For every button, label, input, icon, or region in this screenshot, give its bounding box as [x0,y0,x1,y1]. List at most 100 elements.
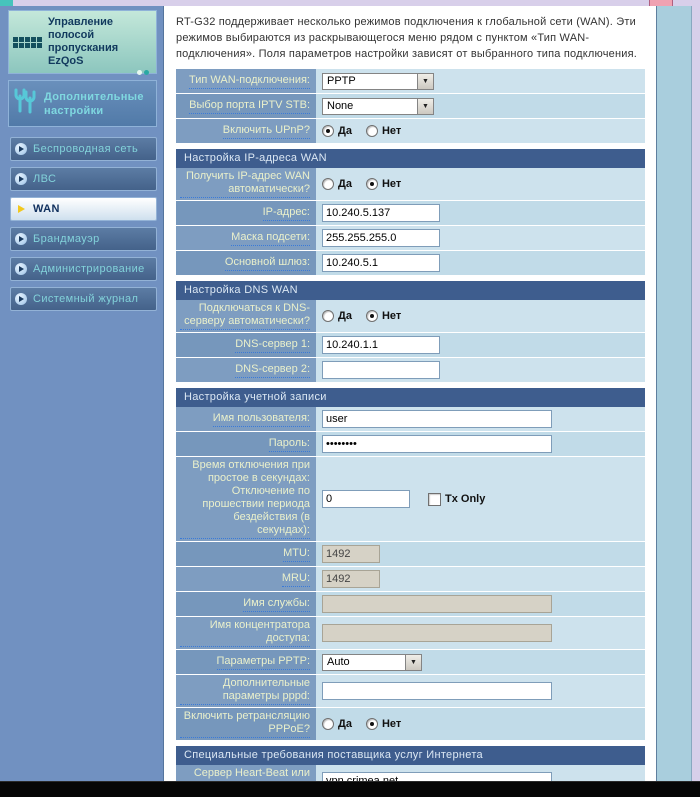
wan-ip-auto-label: Получить IP-адрес WAN автоматически? [180,170,310,198]
sidebar-item-label: ЛВС [33,173,57,185]
dns-auto-label-cell: Подключаться к DNS-серверу автоматически… [176,300,316,332]
idle-disconnect-time-input[interactable] [322,490,410,508]
pptp-options-value-cell: Auto ▼ [316,650,645,674]
wan-connection-type-row: Тип WAN-подключения: PPTP ▼ [176,69,645,94]
pptp-options-label: Параметры PPTP: [216,655,310,670]
ip-address-input[interactable] [322,204,440,222]
tools-icon [13,87,37,120]
iptv-stb-port-select[interactable]: None ▼ [322,97,434,115]
radio-icon [365,125,378,137]
service-name-row: Имя службы: [176,592,645,617]
radio-icon [365,310,378,322]
pppoe-relay-radio-нет[interactable]: Нет [365,718,401,730]
dns-auto-row: Подключаться к DNS-серверу автоматически… [176,300,645,333]
mru-label-cell: MRU: [176,567,316,591]
top-pink-fragment [649,0,673,6]
arrow-triangle [18,205,25,213]
arrow-triangle [19,146,24,152]
username-row: Имя пользователя: [176,407,645,432]
dns-server-2-input[interactable] [322,361,440,379]
idle-disconnect-time-checkbox[interactable] [428,492,441,506]
dns-server-1-input[interactable] [322,336,440,354]
iptv-stb-port-label-cell: Выбор порта IPTV STB: [176,94,316,118]
radio-icon [322,310,334,322]
wan-ip-auto-label-cell: Получить IP-адрес WAN автоматически? [176,168,316,200]
username-label: Имя пользователя: [212,412,310,427]
pppd-options-label: Дополнительные параметры pppd: [180,677,310,705]
ip-address-row: IP-адрес: [176,201,645,226]
arrow-triangle [19,266,24,272]
service-name-input [322,595,552,613]
password-label-cell: Пароль: [176,432,316,456]
sidebar-menu: Беспроводная сеть ЛВС WAN Брандмауэр Админис… [10,137,157,311]
subnet-mask-label: Маска подсети: [231,231,310,246]
enable-upnp-row: Включить UPnP? Да Нет [176,119,645,144]
dns-auto-radio-нет[interactable]: Нет [365,310,402,322]
section-title: Настройка DNS WAN [176,281,645,300]
sidebar-item-ezqos[interactable]: Управление полосой пропускания EzQoS [8,10,157,74]
arrow-triangle [19,296,24,302]
sidebar-item-system-log[interactable]: Системный журнал [10,287,157,311]
intro-text: RT-G32 поддерживает несколько режимов по… [176,16,637,60]
pppoe-relay-value-cell: Да Нет [316,708,645,740]
sidebar-item-firewall[interactable]: Брандмауэр [10,227,157,251]
mtu-value-cell [316,542,645,566]
dns-server-1-label-cell: DNS-сервер 1: [176,333,316,357]
sidebar-item-wireless[interactable]: Беспроводная сеть [10,137,157,161]
password-row: Пароль: [176,432,645,457]
dropdown-arrow-icon: ▼ [417,73,433,89]
enable-upnp-radio-нет[interactable]: Нет [365,125,401,137]
arrow-triangle [19,236,24,242]
ip-address-label-cell: IP-адрес: [176,201,316,225]
mru-label: MRU: [281,572,310,587]
form-section-3: Настройка учетной записи Имя пользователя… [176,388,645,741]
enable-upnp-label: Включить UPnP? [222,124,310,139]
wan-ip-auto-row: Получить IP-адрес WAN автоматически? Да Не… [176,168,645,201]
radio-option-label: Да [338,178,352,190]
form-section-1: Настройка IP-адреса WAN Получить IP-адрес… [176,149,645,276]
pppd-options-label-cell: Дополнительные параметры pppd: [176,675,316,707]
sidebar-item-administration[interactable]: Администрирование [10,257,157,281]
default-gateway-value-cell [316,251,645,275]
dns-auto-radio-да[interactable]: Да [322,310,352,322]
right-background-band [656,6,692,797]
wan-connection-type-select[interactable]: PPTP ▼ [322,72,434,90]
default-gateway-input[interactable] [322,254,440,272]
arrow-triangle [19,176,24,182]
section-title: Настройка IP-адреса WAN [176,149,645,168]
bottom-black-bar [0,781,700,797]
radio-option-label: Да [338,718,352,730]
mtu-row: MTU: [176,542,645,567]
radio-icon [365,178,378,190]
dns-server-1-row: DNS-сервер 1: [176,333,645,358]
mru-value-cell [316,567,645,591]
sidebar-item-wan[interactable]: WAN [10,197,157,221]
username-input[interactable] [322,410,552,428]
enable-upnp-radio-да[interactable]: Да [322,125,352,137]
access-concentrator-input [322,624,552,642]
arrow-bullet-icon [15,203,27,215]
sidebar-item-lan[interactable]: ЛВС [10,167,157,191]
iptv-stb-port-selected-value: None [327,100,354,112]
wan-ip-auto-radio-нет[interactable]: Нет [365,178,401,190]
dns-server-2-value-cell [316,358,645,382]
enable-upnp-label-cell: Включить UPnP? [176,119,316,143]
sidebar-item-advanced-settings[interactable]: Дополнительные настройки [8,80,157,127]
pppoe-relay-radio-да[interactable]: Да [322,718,352,730]
password-input[interactable] [322,435,552,453]
advanced-settings-label: Дополнительные настройки [44,90,144,117]
arrow-bullet-icon [15,173,27,185]
wan-ip-auto-radio-да[interactable]: Да [322,178,352,190]
dns-server-2-label-cell: DNS-сервер 2: [176,358,316,382]
radio-option-label: Нет [381,310,402,322]
top-teal-fragment [0,0,13,6]
pptp-options-select[interactable]: Auto ▼ [322,653,422,671]
pppd-options-input[interactable] [322,682,552,700]
wan-connection-type-selected-value: PPTP [327,75,356,87]
subnet-mask-input[interactable] [322,229,440,247]
mru-input [322,570,380,588]
wan-connection-type-value-cell: PPTP ▼ [316,69,645,93]
sidebar-item-label: WAN [33,203,60,215]
mtu-label: MTU: [283,547,310,562]
dns-server-1-label: DNS-сервер 1: [235,338,310,353]
